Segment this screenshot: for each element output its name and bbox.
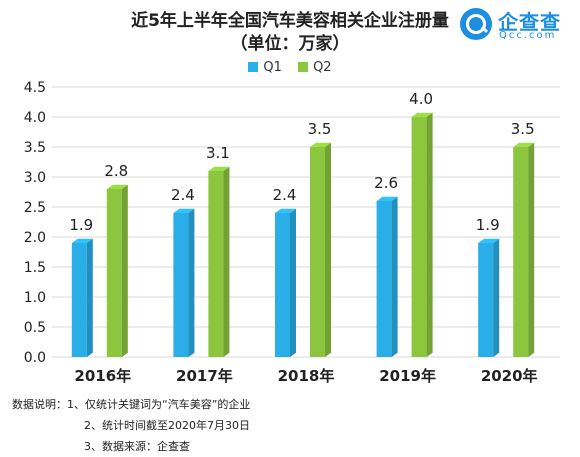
- note-line-3: 3、数据来源：企查查: [84, 440, 190, 453]
- bar-front: [376, 201, 392, 357]
- bar-front: [173, 213, 189, 357]
- data-label: 2.4: [273, 186, 297, 204]
- x-tick-label: 2019年: [379, 367, 436, 385]
- bar-top: [106, 184, 128, 189]
- y-tick-label: 2.5: [24, 200, 46, 216]
- note-line-1: 数据说明：1、仅统计关键词为“汽车美容”的企业: [12, 398, 251, 411]
- bar-side: [188, 208, 195, 357]
- bar-front: [208, 171, 224, 357]
- data-label: 2.4: [171, 186, 195, 204]
- chart-subtitle: （单位：万家）: [230, 34, 350, 54]
- qcc-logo: 企查查 Qcc.com: [460, 6, 572, 46]
- legend-label-q1: Q1: [263, 60, 282, 75]
- data-label: 4.0: [409, 90, 433, 108]
- data-label: 1.9: [69, 216, 93, 234]
- y-tick-label: 3.0: [24, 170, 46, 186]
- bar-side: [391, 196, 398, 357]
- bar-side: [121, 184, 128, 357]
- bar-top: [71, 238, 93, 243]
- bar-side: [223, 166, 230, 357]
- bar-front: [106, 189, 122, 357]
- bar-top: [376, 196, 398, 201]
- data-label: 3.5: [511, 120, 535, 138]
- y-tick-label: 0.0: [24, 350, 46, 366]
- bar-side: [86, 238, 93, 357]
- bar-side: [290, 208, 296, 357]
- data-label: 1.9: [476, 216, 500, 234]
- data-label: 2.8: [104, 162, 128, 180]
- bar-front: [71, 243, 87, 357]
- y-tick-label: 4.5: [24, 80, 46, 96]
- legend-item-q1: Q1: [248, 60, 282, 75]
- legend: Q1 Q2: [0, 60, 580, 75]
- x-tick-label: 2018年: [278, 367, 335, 385]
- y-tick-label: 0.5: [24, 320, 46, 336]
- data-label: 3.1: [206, 144, 230, 162]
- bar-top: [310, 142, 331, 147]
- x-tick-label: 2016年: [74, 367, 131, 385]
- bar-side: [426, 112, 433, 357]
- bar-top: [478, 238, 500, 243]
- y-tick-label: 4.0: [24, 110, 46, 126]
- bar-front: [513, 147, 529, 357]
- logo-domain: Qcc.com: [499, 30, 557, 41]
- bar-front: [275, 213, 290, 357]
- bar-side: [528, 142, 535, 357]
- y-tick-label: 2.0: [24, 230, 46, 246]
- bar-top: [173, 208, 195, 213]
- bar-top: [513, 142, 535, 147]
- data-label: 3.5: [308, 120, 332, 138]
- bar-front: [411, 117, 427, 357]
- bar-side: [493, 238, 500, 357]
- y-tick-label: 3.5: [24, 140, 46, 156]
- data-label: 2.6: [374, 174, 398, 192]
- legend-swatch-q1: [248, 62, 259, 72]
- search-icon: [460, 8, 492, 40]
- bar-top: [208, 166, 230, 171]
- bar-top: [275, 208, 296, 213]
- y-tick-label: 1.0: [24, 290, 46, 306]
- bar-front: [310, 147, 325, 357]
- legend-item-q2: Q2: [298, 60, 332, 75]
- y-tick-label: 1.5: [24, 260, 46, 276]
- note-line-2: 2、统计时间截至2020年7月30日: [84, 419, 250, 432]
- bar-side: [325, 142, 331, 357]
- x-tick-label: 2017年: [176, 367, 233, 385]
- x-tick-label: 2020年: [481, 367, 538, 385]
- legend-label-q2: Q2: [313, 60, 332, 75]
- legend-swatch-q2: [298, 62, 309, 72]
- chart-title: 近5年上半年全国汽车美容相关企业注册量: [131, 11, 449, 31]
- data-notes: 数据说明：1、仅统计关键词为“汽车美容”的企业 2、统计时间截至2020年7月3…: [12, 394, 250, 457]
- bar-top: [411, 112, 433, 117]
- bar-front: [478, 243, 494, 357]
- logo-name: 企查查: [498, 10, 561, 34]
